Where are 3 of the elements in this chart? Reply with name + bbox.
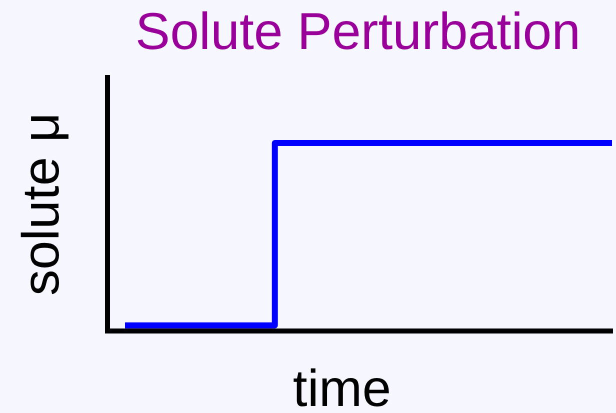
y-axis-title: solute μ: [12, 112, 71, 296]
chart-title: Solute Perturbation: [135, 3, 581, 61]
x-axis-title: time: [292, 360, 392, 413]
